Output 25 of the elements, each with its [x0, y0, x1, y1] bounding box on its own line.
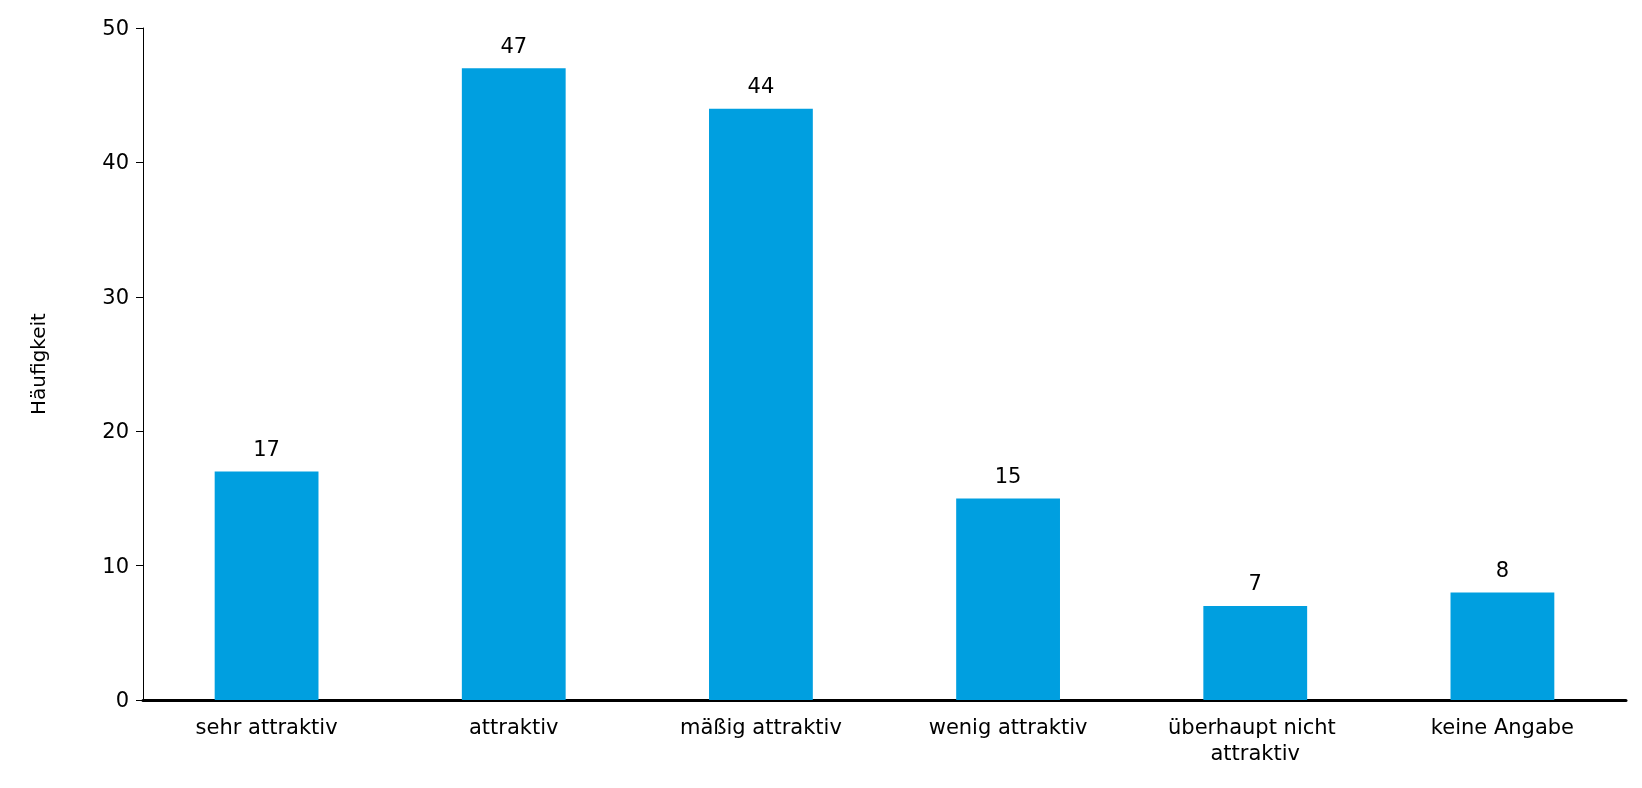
- x-tick-label: keine Angabe: [1430, 715, 1575, 739]
- x-tick-label: mäßig attraktiv: [679, 715, 842, 739]
- y-tick-label: 0: [115, 688, 129, 712]
- data-label: 44: [747, 74, 775, 99]
- y-tick-label: 50: [102, 16, 129, 40]
- y-tick-label: 10: [102, 553, 129, 578]
- x-tick-label: sehr attraktiv: [195, 715, 338, 739]
- bar: [461, 68, 566, 700]
- bar: [1450, 592, 1555, 700]
- data-label: 8: [1495, 557, 1510, 582]
- x-tick-label: wenig attraktiv: [928, 715, 1088, 739]
- bar: [956, 498, 1060, 700]
- data-label: 15: [994, 463, 1022, 488]
- y-tick-label: 20: [102, 419, 129, 444]
- bar: [1203, 605, 1308, 700]
- bar: [214, 471, 319, 700]
- x-tick-label: überhaupt nicht attraktiv: [1168, 715, 1343, 765]
- x-tick-label: attraktiv: [469, 715, 559, 739]
- data-label: 7: [1248, 571, 1262, 596]
- bar: [709, 108, 813, 700]
- data-label: 47: [500, 33, 528, 58]
- data-label: 17: [253, 437, 280, 462]
- y-axis-title: Häufigkeit: [26, 312, 50, 415]
- y-tick-label: 30: [102, 284, 129, 309]
- y-tick-label: 40: [102, 150, 129, 175]
